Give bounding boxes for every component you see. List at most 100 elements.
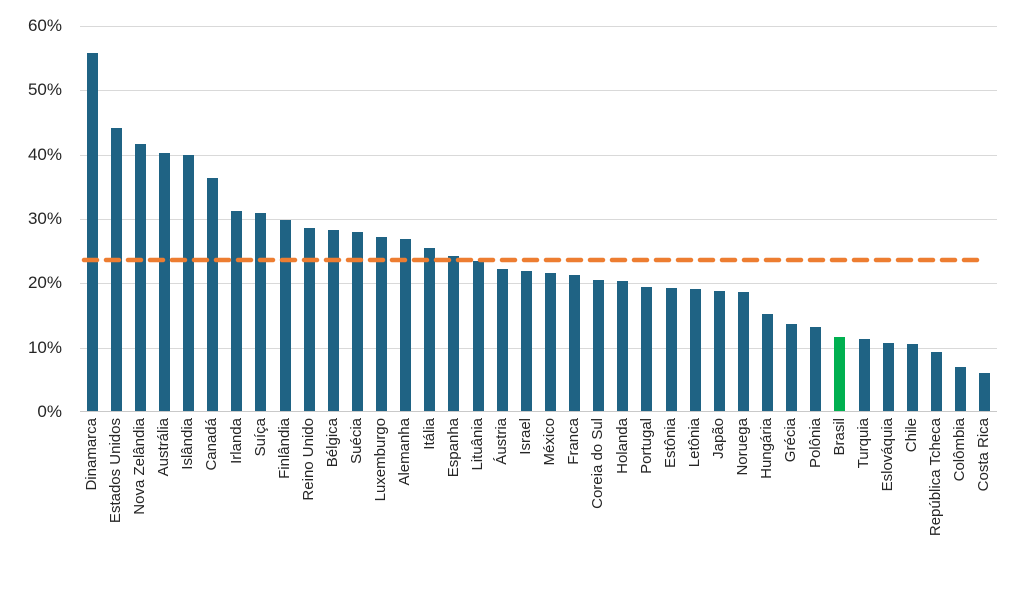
bar xyxy=(303,228,315,412)
gridline xyxy=(80,283,997,285)
bar-column xyxy=(104,26,128,412)
bar-column xyxy=(128,26,152,412)
x-category-label: Reino Unido xyxy=(299,418,317,501)
y-tick-label: 60% xyxy=(27,16,62,35)
x-label-column: Suécia xyxy=(345,418,369,588)
x-category-label: Holanda xyxy=(613,418,631,474)
x-axis-labels: Dinamarca Estados Unidos Nova Zelândia Aust… xyxy=(80,418,997,588)
x-label-column: Portugal xyxy=(635,418,659,588)
bar xyxy=(183,155,195,412)
x-category-label: Suécia xyxy=(348,418,366,464)
x-label-column: Chile xyxy=(900,418,924,588)
bar-column xyxy=(756,26,780,412)
gridline xyxy=(80,26,997,27)
bar-column xyxy=(538,26,562,412)
bar-column xyxy=(924,26,948,412)
bar xyxy=(689,289,701,412)
x-category-label: Irlanda xyxy=(227,418,245,464)
x-category-label: Islândia xyxy=(179,418,197,470)
x-label-column: Grécia xyxy=(780,418,804,588)
bar xyxy=(520,271,532,412)
x-category-label: México xyxy=(541,418,559,466)
x-axis-line xyxy=(80,411,997,412)
bar xyxy=(955,366,967,412)
bar-column xyxy=(273,26,297,412)
x-category-label: Noruega xyxy=(734,418,752,476)
x-category-label: Hungária xyxy=(758,418,776,479)
gridline xyxy=(80,90,997,92)
bar xyxy=(930,352,942,412)
bar xyxy=(400,238,412,412)
bar-column xyxy=(490,26,514,412)
bar-column xyxy=(876,26,900,412)
x-category-label: Austrália xyxy=(155,418,173,477)
x-label-column: Finlândia xyxy=(273,418,297,588)
bar xyxy=(737,292,749,412)
x-label-column: Estônia xyxy=(659,418,683,588)
bar-column xyxy=(563,26,587,412)
bar xyxy=(86,53,98,412)
x-label-column: Espanha xyxy=(442,418,466,588)
x-label-column: Lituânia xyxy=(466,418,490,588)
bar-column xyxy=(804,26,828,412)
x-label-column: Brasil xyxy=(828,418,852,588)
bar xyxy=(810,327,822,412)
bar-column xyxy=(201,26,225,412)
bar-column xyxy=(780,26,804,412)
bar xyxy=(134,144,146,412)
x-category-label: Estados Unidos xyxy=(106,418,124,524)
y-axis-labels: 0% 10% 20% 30% 40% 50% 60% xyxy=(0,16,62,421)
bar xyxy=(255,212,267,412)
x-category-label: Alemanha xyxy=(396,418,414,486)
bar-column xyxy=(345,26,369,412)
x-category-label: Portugal xyxy=(637,418,655,474)
x-category-label: Turquia xyxy=(854,418,872,469)
bar-highlight-brasil xyxy=(834,337,846,412)
bar-column xyxy=(177,26,201,412)
bar xyxy=(110,128,122,412)
bar xyxy=(327,229,339,412)
x-label-column: Japão xyxy=(707,418,731,588)
bar-column xyxy=(635,26,659,412)
x-label-column: Nova Zelândia xyxy=(128,418,152,588)
bar-column xyxy=(611,26,635,412)
x-label-column: Irlanda xyxy=(225,418,249,588)
x-category-label: Colômbia xyxy=(951,418,969,482)
x-category-label: Itália xyxy=(420,418,438,450)
bar xyxy=(544,273,556,412)
x-label-column: Costa Rica xyxy=(973,418,997,588)
x-category-label: Chile xyxy=(903,418,921,453)
bar xyxy=(713,291,725,412)
x-label-column: Itália xyxy=(418,418,442,588)
bar-column xyxy=(683,26,707,412)
bar xyxy=(207,177,219,412)
bar xyxy=(569,274,581,412)
x-label-column: Reino Unido xyxy=(297,418,321,588)
bar xyxy=(448,256,460,412)
x-category-label: Lituânia xyxy=(468,418,486,471)
bar xyxy=(351,231,363,412)
x-category-label: República Tcheca xyxy=(927,418,945,537)
x-label-column: Letônia xyxy=(683,418,707,588)
bar-column xyxy=(973,26,997,412)
bar xyxy=(593,280,605,412)
bar xyxy=(882,343,894,412)
plot-area xyxy=(80,26,997,412)
y-tick-label: 10% xyxy=(27,337,62,357)
x-category-label: Costa Rica xyxy=(975,418,993,492)
x-category-label: Espanha xyxy=(444,418,462,478)
x-category-label: Brasil xyxy=(830,418,848,456)
x-label-column: México xyxy=(538,418,562,588)
x-category-label: Nova Zelândia xyxy=(131,418,149,515)
x-label-column: Bélgica xyxy=(321,418,345,588)
x-category-label: Israel xyxy=(517,418,535,455)
x-category-label: Eslováquia xyxy=(878,418,896,492)
bar-column xyxy=(225,26,249,412)
bar xyxy=(279,219,291,412)
bar xyxy=(231,210,243,412)
bar xyxy=(641,287,653,412)
x-label-column: Dinamarca xyxy=(80,418,104,588)
gridline xyxy=(80,347,997,349)
bar-column xyxy=(828,26,852,412)
y-tick-label: 30% xyxy=(27,209,62,228)
